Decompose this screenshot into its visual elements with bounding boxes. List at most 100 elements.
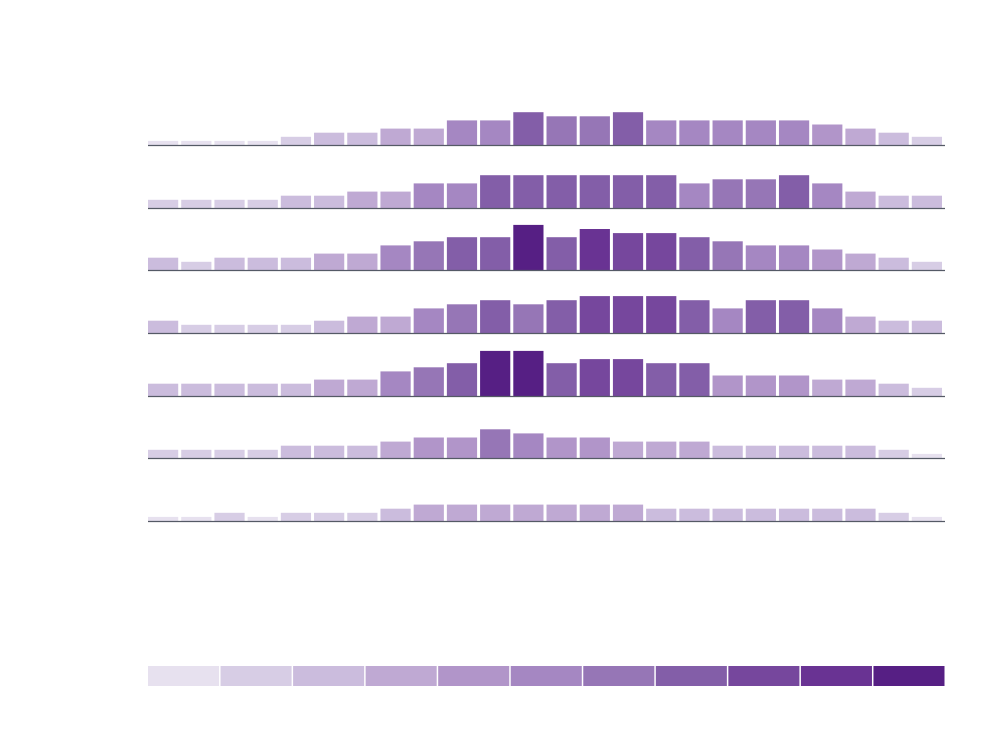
- bar: [778, 300, 810, 333]
- bar: [347, 191, 378, 208]
- bar: [745, 120, 776, 145]
- bar: [845, 508, 876, 521]
- bar: [778, 120, 810, 145]
- bar: [446, 504, 478, 521]
- bar: [181, 140, 212, 145]
- bar: [181, 383, 212, 396]
- legend-swatch: [220, 666, 292, 686]
- bar: [181, 516, 212, 521]
- bar: [812, 379, 843, 396]
- bar: [579, 359, 610, 396]
- bar: [712, 120, 743, 145]
- bar: [546, 437, 577, 458]
- bar: [612, 112, 644, 145]
- bar: [347, 445, 378, 458]
- bar: [911, 516, 942, 521]
- bar: [314, 320, 345, 333]
- legend-swatch: [510, 666, 582, 686]
- legend-swatch: [728, 666, 800, 686]
- bar: [148, 516, 179, 521]
- bar-row-5: [148, 350, 942, 396]
- legend-swatch: [655, 666, 727, 686]
- bar: [446, 304, 478, 333]
- bar: [513, 304, 544, 333]
- bar: [214, 257, 245, 270]
- legend-swatch: [365, 666, 437, 686]
- bar: [546, 300, 577, 333]
- bar: [148, 320, 179, 333]
- bar: [712, 241, 743, 270]
- bar: [513, 112, 544, 145]
- bar: [778, 175, 810, 208]
- bar: [812, 183, 843, 208]
- bar: [314, 445, 345, 458]
- bar: [446, 363, 478, 396]
- bar: [347, 316, 378, 333]
- bar: [148, 257, 179, 270]
- bar: [413, 241, 444, 270]
- bar: [845, 379, 876, 396]
- legend-swatch: [293, 666, 365, 686]
- bar: [546, 363, 577, 396]
- bar: [480, 350, 511, 396]
- bar: [513, 224, 544, 270]
- bar: [812, 308, 843, 333]
- bar: [314, 195, 345, 208]
- bar: [679, 237, 710, 270]
- bar: [878, 383, 909, 396]
- bar: [745, 300, 776, 333]
- bar: [446, 437, 478, 458]
- bar: [513, 433, 544, 458]
- bar: [911, 387, 942, 396]
- bar: [679, 120, 710, 145]
- bar: [812, 445, 843, 458]
- bar: [745, 179, 776, 208]
- bar: [148, 199, 179, 208]
- bar: [280, 383, 312, 396]
- bar: [911, 195, 942, 208]
- bar: [612, 233, 644, 270]
- bar: [712, 508, 743, 521]
- bar: [845, 128, 876, 145]
- bar: [148, 449, 179, 458]
- bar: [745, 245, 776, 270]
- bar: [413, 437, 444, 458]
- bar: [579, 175, 610, 208]
- bar: [778, 445, 810, 458]
- color-legend: [148, 666, 945, 686]
- bar: [347, 512, 378, 521]
- bar: [214, 512, 245, 521]
- legend-swatch: [800, 666, 872, 686]
- legend-swatch: [438, 666, 510, 686]
- bar: [579, 437, 610, 458]
- bar: [911, 320, 942, 333]
- bar: [745, 508, 776, 521]
- bar-row-7: [148, 504, 942, 521]
- bar: [812, 508, 843, 521]
- bar: [247, 324, 278, 333]
- bar-row-6: [148, 429, 942, 458]
- bar: [380, 128, 411, 145]
- bar: [280, 445, 312, 458]
- bar: [878, 132, 909, 145]
- bar: [280, 257, 312, 270]
- bar: [148, 140, 179, 145]
- bar: [612, 359, 644, 396]
- bar: [712, 179, 743, 208]
- bar: [247, 199, 278, 208]
- bar: [911, 261, 942, 270]
- bar: [679, 183, 710, 208]
- bar: [911, 453, 942, 458]
- bar: [181, 324, 212, 333]
- bar: [214, 324, 245, 333]
- bar: [347, 253, 378, 270]
- bar: [446, 120, 478, 145]
- bar: [247, 449, 278, 458]
- bar: [546, 504, 577, 521]
- legend-swatch: [583, 666, 655, 686]
- bar: [148, 383, 179, 396]
- bar: [380, 508, 411, 521]
- bar: [280, 512, 312, 521]
- bar: [314, 132, 345, 145]
